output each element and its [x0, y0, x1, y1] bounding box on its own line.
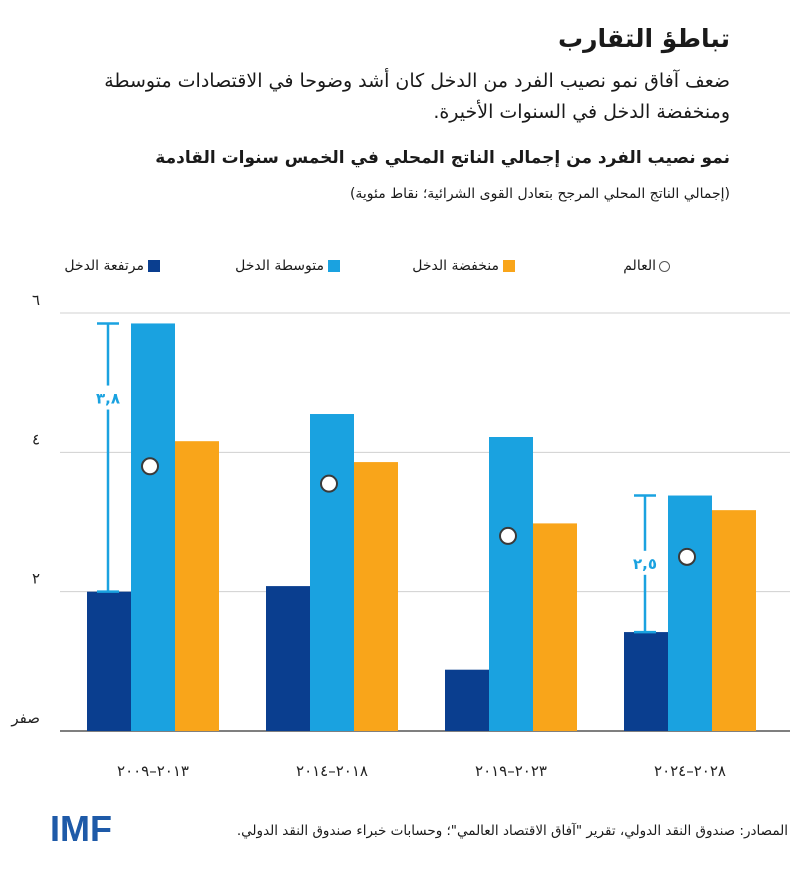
bar-high-income — [87, 591, 131, 731]
chart-legend: مرتفعة الدخل متوسطة الدخل منخفضة الدخل ا… — [40, 258, 740, 280]
legend-label-high-income: مرتفعة الدخل — [64, 258, 144, 274]
bar-chart: صفر ٢ ٤ ٦ ٢٠١٣–٢٠٠٩ ٢٠١٨–٢٠١٤ ٢٠٢٣–٢٠١٩ ٢٠٢٨–٢٠… — [10, 291, 790, 780]
x-category-label: ٢٠١٣–٢٠٠٩ — [117, 762, 189, 780]
legend-swatch-high-income — [148, 260, 160, 272]
legend-swatch-middle-income — [328, 260, 340, 272]
bar-middle-income — [489, 437, 533, 731]
imf-logo: IMF — [50, 808, 112, 848]
bar-low-income — [712, 510, 756, 731]
imf-logo-text: IMF — [50, 808, 112, 848]
bar-low-income — [175, 441, 219, 731]
world-marker — [320, 474, 338, 493]
bar-middle-income — [310, 414, 354, 731]
annotation-label-bg — [623, 550, 667, 575]
legend-item-middle-income: متوسطة الدخل — [235, 258, 340, 274]
legend-item-world: العالم — [623, 258, 670, 274]
bar-high-income — [266, 586, 310, 731]
page-title: تباطؤ التقارب — [558, 24, 730, 53]
annotation-label: ٣,٨ — [96, 390, 120, 408]
bar-low-income — [533, 523, 577, 731]
x-category-label: ٢٠٢٣–٢٠١٩ — [475, 762, 547, 780]
bar-low-income — [354, 462, 398, 731]
annotation-label: ٢,٥ — [633, 555, 657, 573]
y-tick-label: صفر — [10, 709, 40, 727]
legend-label-low-income: منخفضة الدخل — [412, 258, 499, 274]
legend-label-world: العالم — [623, 258, 656, 274]
x-category-label: ٢٠٢٨–٢٠٢٤ — [654, 762, 726, 780]
x-category-label: ٢٠١٨–٢٠١٤ — [296, 762, 368, 780]
world-marker — [678, 547, 696, 566]
world-marker — [141, 457, 159, 476]
chart-subtitle: (إجمالي الناتج المحلي المرجح بتعادل القو… — [349, 186, 730, 202]
y-tick-label: ٢ — [32, 570, 40, 588]
bar-middle-income — [668, 495, 712, 731]
bar-high-income — [445, 669, 489, 731]
chart-title: نمو نصيب الفرد من إجمالي الناتج المحلي ف… — [155, 148, 730, 168]
page-subtitle: ضعف آفاق نمو نصيب الفرد من الدخل كان أشد… — [104, 70, 730, 123]
legend-item-low-income: منخفضة الدخل — [412, 258, 515, 274]
world-marker-icon — [659, 260, 670, 272]
bar-high-income — [624, 632, 668, 731]
y-tick-label: ٦ — [32, 291, 40, 309]
legend-label-middle-income: متوسطة الدخل — [235, 258, 324, 274]
annotation-label-bg — [86, 385, 130, 410]
y-tick-label: ٤ — [32, 430, 40, 448]
world-marker — [499, 526, 517, 545]
bar-middle-income — [131, 323, 175, 731]
source-note: المصادر: صندوق النقد الدولي، تقرير "آفاق… — [236, 823, 788, 839]
legend-item-high-income: مرتفعة الدخل — [64, 258, 160, 274]
legend-swatch-low-income — [503, 260, 515, 272]
